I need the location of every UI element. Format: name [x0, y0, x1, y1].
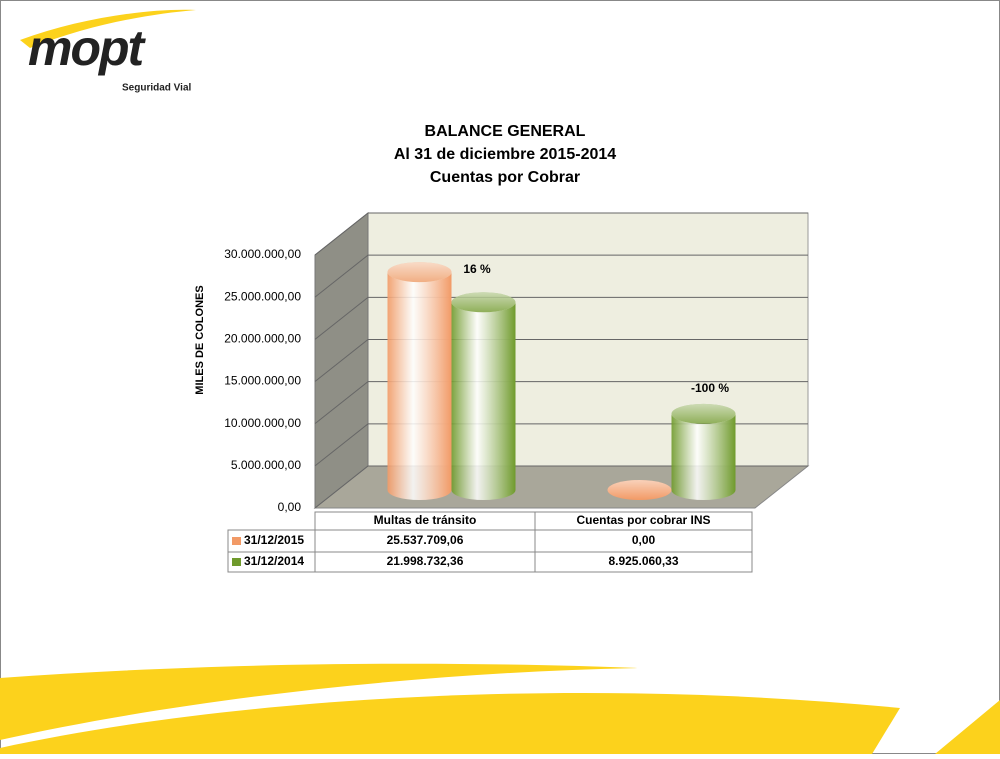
chart-title: BALANCE GENERAL [425, 123, 586, 140]
grid-line [314, 339, 808, 382]
logo-swoosh [20, 9, 196, 48]
annotation: -100 % [691, 381, 729, 395]
cylinder [451, 302, 516, 500]
y-tick-label: 30.000.000,00 [224, 247, 301, 261]
y-tick-label: 5.000.000,00 [231, 458, 301, 472]
table-value: 25.537.709,06 [387, 533, 464, 547]
table-header: Multas de tránsito [374, 513, 477, 527]
table-value: 21.998.732,36 [387, 554, 464, 568]
cylinder [671, 413, 736, 500]
swoosh [0, 692, 900, 754]
cylinder [387, 272, 452, 500]
swoosh [0, 663, 640, 740]
legend-label: 31/12/2015 [244, 533, 304, 547]
grid-line [314, 296, 808, 340]
cylinder-top-shine [607, 480, 672, 500]
legend-swatch [232, 537, 241, 545]
chart: BALANCE GENERAL Al 31 de diciembre 2015-2… [194, 123, 810, 573]
logo-tagline: Seguridad Vial [122, 83, 192, 94]
table-value: 8.925.060,33 [608, 554, 678, 568]
cylinder-top-shine [451, 292, 516, 313]
cylinder-top-shine [387, 262, 452, 283]
y-tick-label: 10.000.000,00 [224, 416, 301, 430]
y-axis-label: MILES DE COLONES [194, 285, 206, 394]
grid-line [314, 254, 808, 298]
y-tick-label: 20.000.000,00 [224, 332, 301, 346]
grid-line [314, 465, 808, 509]
table-frame [314, 511, 753, 573]
swoosh [935, 700, 1000, 754]
table-header: Cuentas por cobrar INS [576, 513, 710, 527]
cylinder-top-shine [671, 403, 736, 424]
grid-line [314, 381, 808, 425]
annotation: 16 % [463, 262, 491, 276]
grid-line [314, 423, 808, 467]
y-tick-label: 0,00 [278, 500, 302, 514]
table-value: 0,00 [632, 533, 656, 547]
logo-brand: mopt [28, 20, 147, 76]
y-tick-label: 15.000.000,00 [224, 374, 301, 388]
chart-title: Al 31 de diciembre 2015-2014 [394, 146, 616, 163]
legend-swatch [232, 558, 241, 566]
table-frame [227, 529, 316, 573]
legend-label: 31/12/2014 [244, 554, 304, 568]
grid-line [314, 212, 808, 256]
y-tick-label: 25.000.000,00 [224, 289, 301, 303]
chart-title: Cuentas por Cobrar [430, 169, 580, 186]
